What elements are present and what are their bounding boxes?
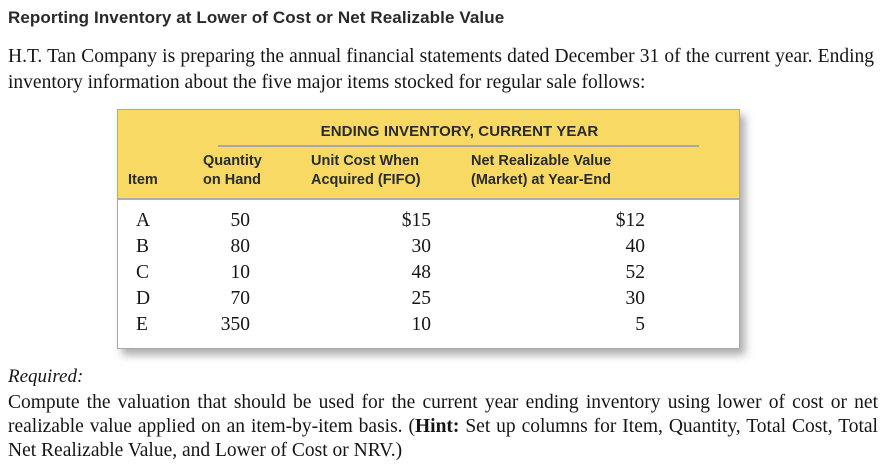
cell-unit-cost: 30 <box>411 236 432 257</box>
cell-unit-cost: $15 <box>401 210 431 231</box>
cell-item: B <box>136 236 150 257</box>
cell-unit-cost: 10 <box>411 314 432 335</box>
cell-nrv: 30 <box>625 288 646 309</box>
cell-nrv: 5 <box>635 314 645 335</box>
column-header-unit-cost: Unit Cost When Acquired (FIFO) <box>290 152 465 190</box>
column-header-label: on Hand <box>203 172 261 188</box>
required-text: Set up columns for Item, Quantity, Total… <box>8 416 878 461</box>
table-row: A 50 $15 $12 <box>118 208 739 234</box>
intro-paragraph: H.T. Tan Company is preparing the annual… <box>8 46 874 93</box>
table-header: ENDING INVENTORY, CURRENT YEAR Item Quan… <box>118 110 739 200</box>
required-paragraph: Compute the valuation that should be use… <box>8 391 878 463</box>
required-label: Required: <box>8 366 84 387</box>
cell-nrv: 52 <box>625 262 646 283</box>
table-row: E 350 10 5 <box>118 312 739 338</box>
cell-unit-cost: 48 <box>411 262 432 283</box>
column-header-row: Item Quantity on Hand Unit Cost When Acq… <box>118 152 739 190</box>
cell-quantity: 10 <box>230 262 251 283</box>
cell-quantity: 80 <box>230 236 251 257</box>
hint-label: Hint: <box>414 416 460 437</box>
cell-quantity: 50 <box>230 210 251 231</box>
column-header-item: Item <box>118 171 180 190</box>
cell-quantity: 350 <box>220 314 250 335</box>
cell-unit-cost: 25 <box>411 288 432 309</box>
table-banner: ENDING INVENTORY, CURRENT YEAR <box>320 123 599 140</box>
column-header-nrv: Net Realizable Value (Market) at Year-En… <box>465 152 739 190</box>
column-header-label: Item <box>128 172 158 188</box>
column-header-label: (Market) at Year-End <box>471 172 611 188</box>
cell-nrv: $12 <box>615 210 645 231</box>
cell-nrv: 40 <box>625 236 646 257</box>
inventory-table: ENDING INVENTORY, CURRENT YEAR Item Quan… <box>117 109 740 349</box>
cell-item: C <box>136 262 150 283</box>
column-header-label: Net Realizable Value <box>471 153 612 169</box>
column-header-label: Quantity <box>203 153 262 169</box>
column-header-label: Unit Cost When <box>311 153 419 169</box>
banner-underline <box>218 145 699 147</box>
table-row: B 80 30 40 <box>118 234 739 260</box>
table-body: A 50 $15 $12 B 80 30 40 C 10 48 52 D 70 … <box>118 200 739 348</box>
cell-item: D <box>136 288 151 309</box>
table-row: C 10 48 52 <box>118 260 739 286</box>
cell-item: A <box>136 210 151 231</box>
column-header-quantity: Quantity on Hand <box>180 152 290 190</box>
column-header-label: Acquired (FIFO) <box>311 172 421 188</box>
page-title: Reporting Inventory at Lower of Cost or … <box>8 8 505 27</box>
table-row: D 70 25 30 <box>118 286 739 312</box>
cell-quantity: 70 <box>230 288 251 309</box>
required-text: Compute the valuation that should be use… <box>8 392 878 437</box>
cell-item: E <box>136 314 148 335</box>
